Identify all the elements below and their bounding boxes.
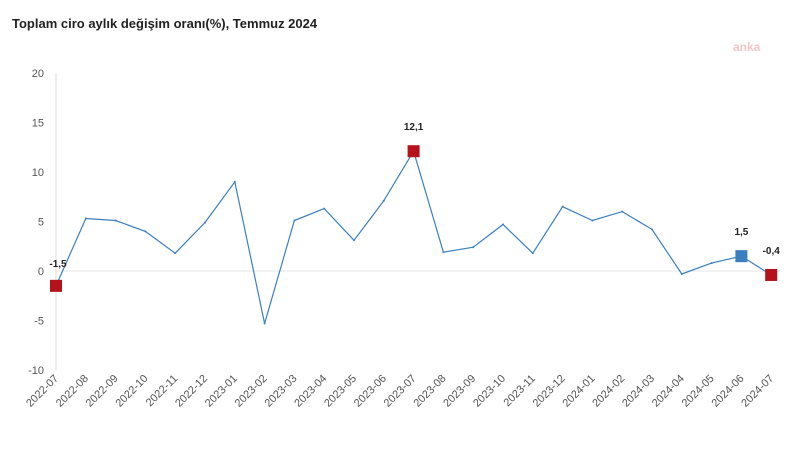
data-label: 12,1 [404, 122, 424, 133]
watermark-logo: anka [733, 40, 761, 54]
data-point [472, 246, 475, 249]
data-label: -1,5 [49, 259, 67, 270]
y-tick-label: 5 [38, 217, 44, 229]
data-point [204, 221, 206, 224]
data-label: -0,4 [763, 246, 781, 257]
data-point [621, 210, 624, 213]
data-point [323, 207, 326, 210]
data-point [382, 199, 385, 202]
data-point [710, 262, 713, 265]
data-point [174, 252, 177, 255]
data-point [531, 252, 534, 255]
data-point [442, 251, 445, 254]
chart-title: Toplam ciro aylık değişim oranı(%), Temm… [12, 16, 318, 31]
data-point [293, 219, 296, 222]
y-tick-label: 0 [38, 266, 44, 278]
data-point [561, 205, 564, 208]
data-label: 1,5 [734, 227, 748, 238]
data-point [651, 228, 653, 231]
y-tick-label: -5 [34, 316, 44, 328]
x-tick-label: 2023-10 [471, 373, 508, 410]
y-tick-label: 20 [32, 68, 44, 80]
data-point [84, 217, 87, 220]
data-point [144, 230, 147, 233]
x-tick-label: 2022-10 [113, 373, 150, 410]
highlight-marker [735, 250, 748, 263]
y-tick-label: 15 [32, 118, 44, 130]
x-tick-label: 2024-07 [739, 373, 776, 410]
data-point [353, 239, 355, 242]
y-tick-label: 10 [32, 167, 44, 179]
series-line [55, 149, 772, 324]
highlight-marker [50, 279, 62, 292]
data-point [263, 322, 266, 325]
data-point [680, 272, 683, 275]
data-point [233, 180, 236, 183]
y-tick-label: -10 [28, 365, 44, 377]
data-point [591, 219, 594, 222]
data-point [502, 223, 504, 226]
highlight-marker [765, 268, 778, 281]
data-point [114, 219, 117, 222]
highlight-marker [407, 145, 420, 158]
